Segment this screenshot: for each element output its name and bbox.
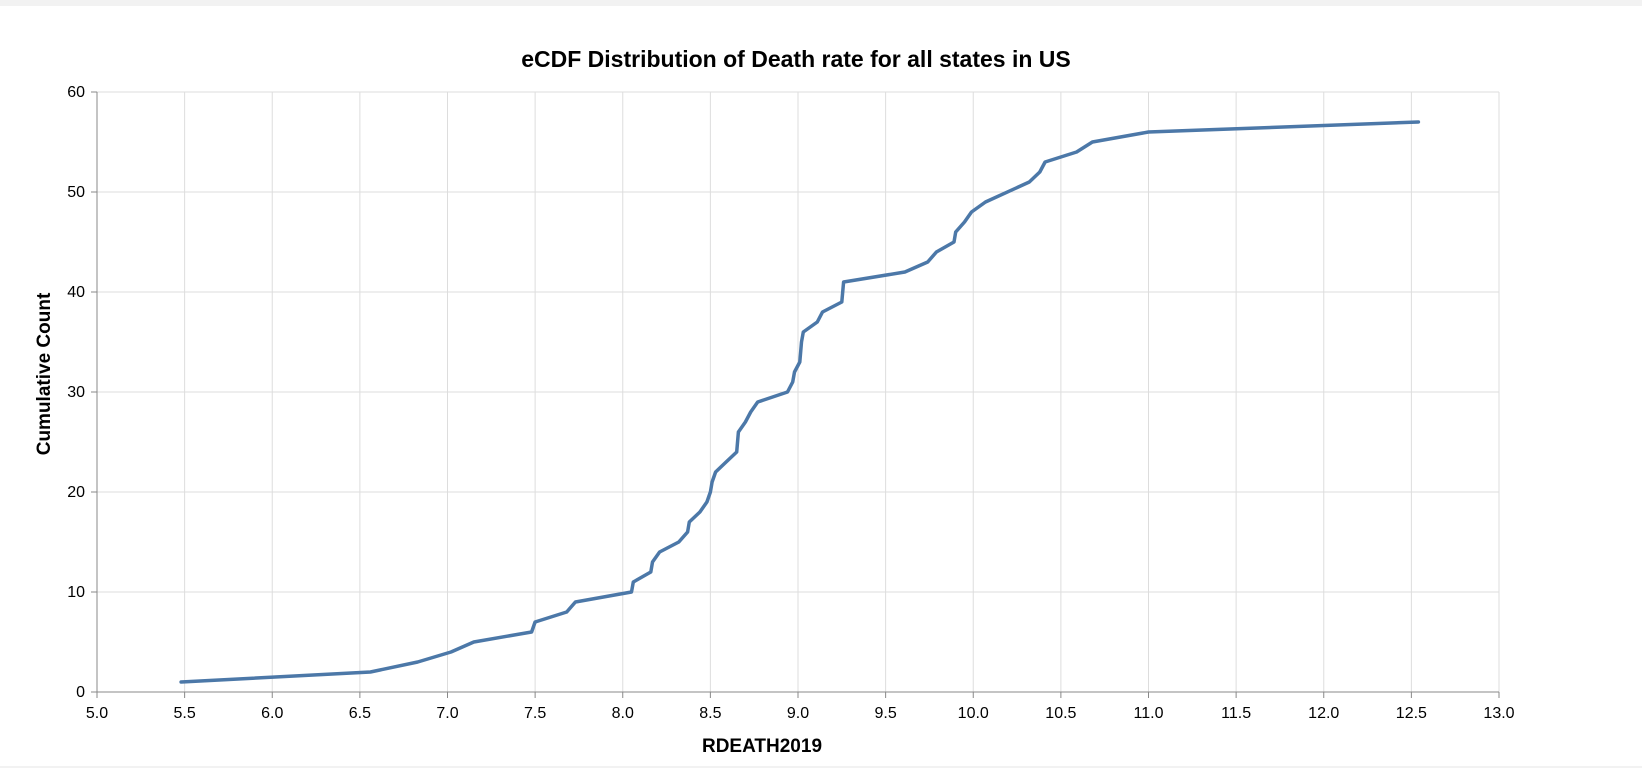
y-tick-label: 60	[67, 84, 85, 101]
x-tick-label: 9.5	[875, 705, 897, 722]
x-tick-label: 7.5	[524, 705, 546, 722]
x-tick-label: 5.0	[86, 705, 108, 722]
x-tick-label: 11.5	[1221, 705, 1251, 722]
x-tick-label: 11.0	[1134, 705, 1164, 722]
x-tick-label: 12.0	[1308, 705, 1339, 722]
y-tick-label: 0	[76, 684, 85, 701]
x-tick-label: 8.5	[699, 705, 721, 722]
y-tick-label: 30	[67, 384, 85, 401]
y-tick-label: 40	[67, 284, 85, 301]
x-tick-label: 8.0	[612, 705, 634, 722]
ecdf-chart: eCDF Distribution of Death rate for all …	[34, 46, 1515, 757]
chart-panel: eCDF Distribution of Death rate for all …	[0, 6, 1642, 766]
x-axis-title: RDEATH2019	[702, 736, 822, 757]
chart-title: eCDF Distribution of Death rate for all …	[521, 46, 1071, 72]
x-tick-label: 7.0	[436, 705, 458, 722]
x-tick-label: 13.0	[1483, 705, 1514, 722]
series-layer	[179, 120, 1421, 684]
y-tick-label: 20	[67, 484, 85, 501]
x-tick-label: 9.0	[787, 705, 809, 722]
ecdf-line-series	[179, 120, 1421, 684]
x-tick-label: 10.5	[1045, 705, 1076, 722]
y-tick-label: 50	[67, 184, 85, 201]
x-tick-label: 12.5	[1396, 705, 1427, 722]
x-tick-label: 5.5	[174, 705, 196, 722]
x-tick-label: 10.0	[958, 705, 989, 722]
y-axis-title: Cumulative Count	[34, 292, 55, 455]
x-tick-label: 6.0	[261, 705, 283, 722]
axes: 5.0 5.5 6.0 6.5 7.0 7.5 8.0 8.5 9.0 9.5 10.0 10.5 11…	[67, 84, 1514, 722]
y-tick-label: 10	[67, 584, 85, 601]
gridlines	[96, 91, 1500, 693]
x-tick-label: 6.5	[349, 705, 371, 722]
